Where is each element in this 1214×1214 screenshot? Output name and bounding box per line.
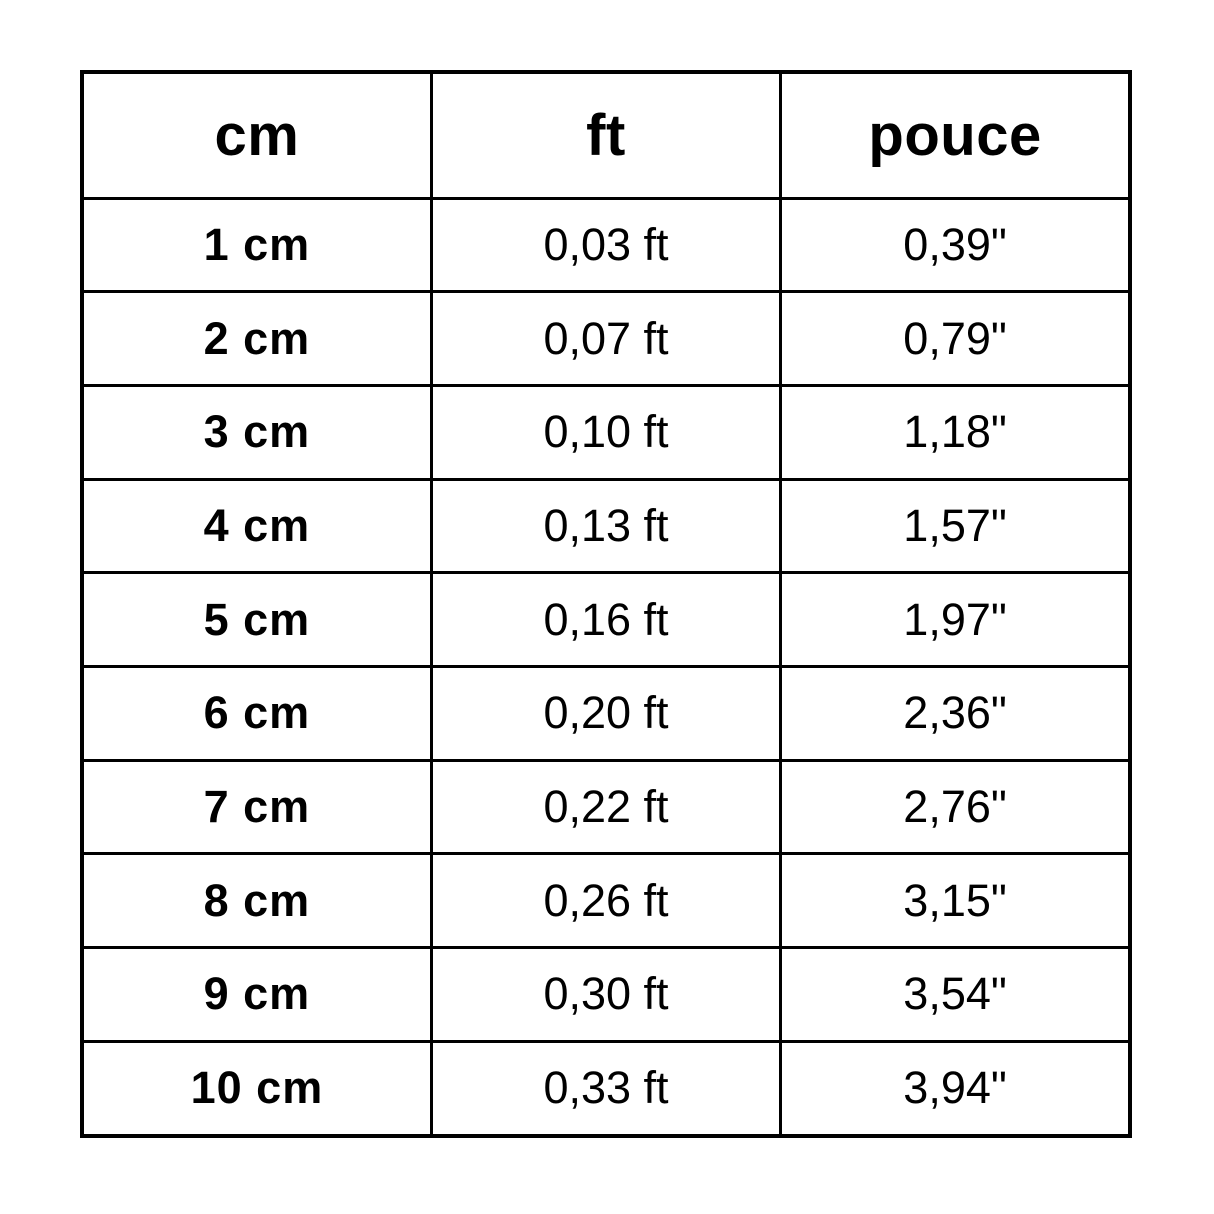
cell-cm-9: 9 cm	[80, 946, 433, 1043]
table-row: 10 cm 0,33 ft 3,94"	[80, 1039, 1132, 1138]
cell-cm-5: 5 cm	[80, 571, 433, 669]
table-row: 5 cm 0,16 ft 1,97"	[80, 571, 1132, 669]
cell-ft-7: 0,22 ft	[429, 758, 783, 856]
table-row: 8 cm 0,26 ft 3,15"	[80, 852, 1132, 950]
column-header-ft: ft	[429, 70, 783, 200]
column-header-pouce: pouce	[779, 70, 1132, 200]
cell-cm-7: 7 cm	[80, 758, 433, 856]
cell-cm-6: 6 cm	[80, 665, 433, 762]
cell-cm-3: 3 cm	[80, 383, 433, 481]
cell-pouce-1: 0,39"	[779, 196, 1132, 294]
table-row: 4 cm 0,13 ft 1,57"	[80, 477, 1132, 575]
cell-ft-2: 0,07 ft	[429, 290, 783, 387]
cell-ft-5: 0,16 ft	[429, 571, 783, 669]
table-row: 6 cm 0,20 ft 2,36"	[80, 665, 1132, 762]
cell-ft-8: 0,26 ft	[429, 852, 783, 950]
table-row: 9 cm 0,30 ft 3,54"	[80, 946, 1132, 1043]
cell-pouce-6: 2,36"	[779, 665, 1132, 762]
table-row: 2 cm 0,07 ft 0,79"	[80, 290, 1132, 387]
cell-pouce-5: 1,97"	[779, 571, 1132, 669]
cell-ft-9: 0,30 ft	[429, 946, 783, 1043]
cell-cm-2: 2 cm	[80, 290, 433, 387]
conversion-table: cm ft pouce 1 cm 0,03 ft 0,39" 2 cm 0,07…	[80, 70, 1132, 1138]
cell-pouce-8: 3,15"	[779, 852, 1132, 950]
table-row: 7 cm 0,22 ft 2,76"	[80, 758, 1132, 856]
cell-ft-4: 0,13 ft	[429, 477, 783, 575]
cell-pouce-2: 0,79"	[779, 290, 1132, 387]
cell-cm-1: 1 cm	[80, 196, 433, 294]
table-row: 1 cm 0,03 ft 0,39"	[80, 196, 1132, 294]
cell-pouce-7: 2,76"	[779, 758, 1132, 856]
cell-pouce-3: 1,18"	[779, 383, 1132, 481]
cell-ft-1: 0,03 ft	[429, 196, 783, 294]
cell-ft-3: 0,10 ft	[429, 383, 783, 481]
table-header-row: cm ft pouce	[80, 70, 1132, 200]
table-row: 3 cm 0,10 ft 1,18"	[80, 383, 1132, 481]
cell-cm-10: 10 cm	[80, 1039, 433, 1138]
cell-cm-8: 8 cm	[80, 852, 433, 950]
cell-pouce-4: 1,57"	[779, 477, 1132, 575]
cell-ft-6: 0,20 ft	[429, 665, 783, 762]
cell-pouce-10: 3,94"	[779, 1039, 1132, 1138]
cell-pouce-9: 3,54"	[779, 946, 1132, 1043]
cell-ft-10: 0,33 ft	[429, 1039, 783, 1138]
cell-cm-4: 4 cm	[80, 477, 433, 575]
column-header-cm: cm	[80, 70, 433, 200]
conversion-table-container: cm ft pouce 1 cm 0,03 ft 0,39" 2 cm 0,07…	[80, 70, 1132, 1138]
